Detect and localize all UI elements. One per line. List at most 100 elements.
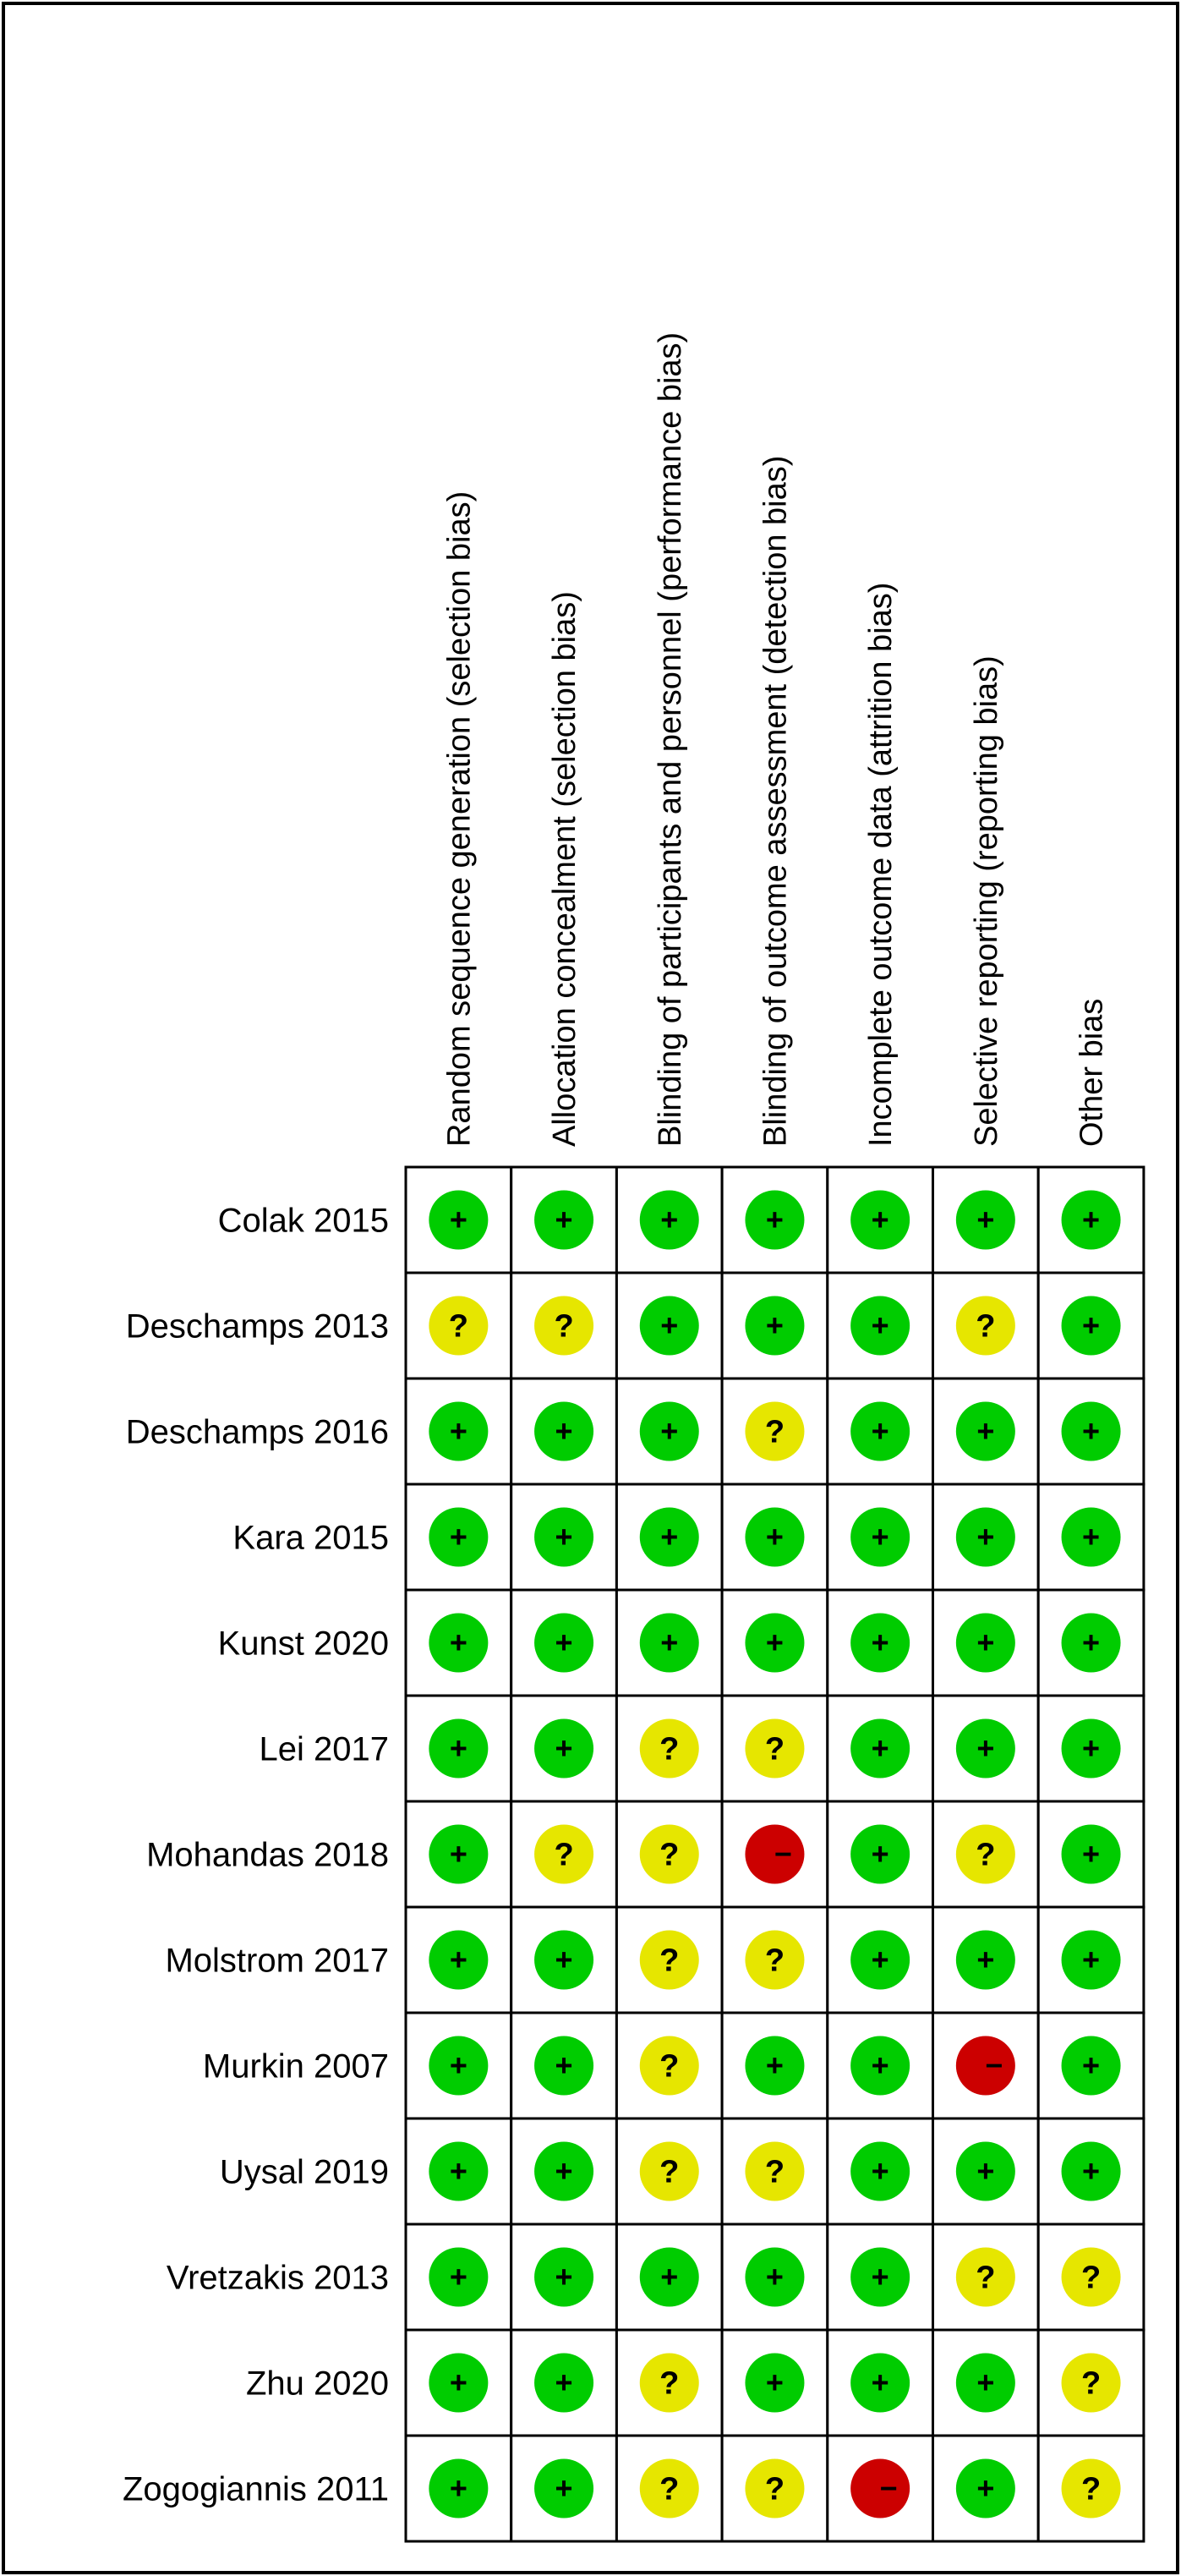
judgement-unclear-symbol: ? [765,1732,785,1768]
domain-label: Random sequence generation (selection bi… [441,491,477,1147]
judgement-unclear-symbol: ? [659,2366,679,2402]
grid-cell [1036,1800,1145,1909]
judgement-low-symbol: + [872,1520,889,1554]
judgement-unclear-symbol: ? [765,2155,785,2190]
study-label: Vretzakis 2013 [167,2260,389,2297]
judgement-low-symbol: + [872,1837,889,1872]
judgement-low-marker [745,2247,805,2307]
judgement-low-symbol: + [1082,1837,1100,1872]
judgement-low-marker [1061,1613,1121,1673]
judgement-high-marker [955,2036,1015,2096]
grid-cell [510,1800,618,1909]
judgement-low-symbol: + [1082,2048,1100,2083]
judgement-low-marker [955,1507,1015,1567]
judgement-unclear-symbol: ? [659,2155,679,2190]
judgement-low-marker [429,1930,489,1990]
grid-cell [932,1694,1040,1803]
judgement-low-marker [639,1296,699,1356]
study-labels: Colak 2015 Deschamps 2013 Deschamps 2016 Ka… [123,1203,389,2508]
judgement-low-symbol: + [555,2154,573,2189]
judgement-unclear-symbol: ? [765,1415,785,1450]
judgement-low-symbol: + [766,2260,784,2294]
judgement-low-symbol: + [1082,1203,1100,1237]
judgement-unclear-symbol: ? [976,2261,995,2296]
judgement-low-symbol: + [766,1520,784,1554]
judgement-unclear-marker [639,1930,699,1990]
judgement-low-symbol: + [766,2365,784,2400]
judgement-low-symbol: + [1082,2154,1100,2189]
judgement-high-symbol: − [774,1837,792,1872]
judgement-low-symbol: + [450,2048,467,2083]
judgement-low-symbol: + [976,1414,994,1449]
judgement-low-marker [850,1824,910,1884]
judgement-low-symbol: + [450,1837,467,1872]
study-label: Kunst 2020 [218,1625,389,1663]
judgement-low-marker [850,1930,910,1990]
judgement-low-marker [955,1401,1015,1461]
judgement-unclear-marker [745,2458,805,2518]
judgement-unclear-marker [955,1824,1015,1884]
judgement-low-marker [534,1190,594,1250]
judgement-low-marker [850,2353,910,2413]
judgement-unclear-symbol: ? [1081,2261,1101,2296]
judgement-low-marker [429,2353,489,2413]
judgement-low-symbol: + [1082,1731,1100,1766]
judgement-low-symbol: + [872,1731,889,1766]
judgement-low-symbol: + [872,1308,889,1343]
judgement-low-marker [745,1296,805,1356]
judgement-low-symbol: + [450,2365,467,2400]
judgement-low-symbol: + [660,1520,678,1554]
study-label: Deschamps 2016 [126,1414,389,1451]
domain-label: Blinding of participants and personnel (… [653,332,688,1147]
judgement-low-marker [639,1507,699,1567]
domain-label: Allocation concealment (selection bias) [547,591,582,1147]
judgement-low-marker [429,1190,489,1250]
grid-cell [404,1271,513,1380]
judgement-low-symbol: + [976,2365,994,2400]
judgement-low-symbol: + [450,2471,467,2506]
domain-label: Other bias [1074,999,1110,1147]
judgement-low-marker [429,1507,489,1567]
judgement-low-marker [429,2247,489,2307]
judgement-low-marker [850,1190,910,1250]
judgement-low-symbol: + [555,2365,573,2400]
judgement-low-symbol: + [555,2260,573,2294]
judgement-low-symbol: + [555,1203,573,1237]
judgement-low-marker [639,2247,699,2307]
judgement-unclear-symbol: ? [765,1943,785,1979]
judgement-low-symbol: + [660,1414,678,1449]
judgement-low-symbol: + [976,2154,994,2189]
judgement-high-marker [745,1824,805,1884]
judgement-low-marker [955,2458,1015,2518]
judgement-unclear-symbol: ? [1081,2366,1101,2402]
judgement-unclear-symbol: ? [554,1309,573,1345]
judgement-low-symbol: + [1082,1520,1100,1554]
judgement-unclear-marker [745,1930,805,1990]
judgement-low-symbol: + [660,1308,678,1343]
judgement-unclear-marker [955,1296,1015,1356]
judgement-low-symbol: + [766,1625,784,1660]
study-label: Lei 2017 [260,1731,389,1768]
judgement-low-marker [955,1718,1015,1779]
judgement-low-symbol: + [450,1203,467,1237]
judgement-low-marker [745,2353,805,2413]
judgement-low-symbol: + [555,2471,573,2506]
judgement-low-marker [429,2458,489,2518]
judgement-low-symbol: + [1082,1414,1100,1449]
judgement-low-marker [850,1718,910,1779]
judgement-low-symbol: + [766,1203,784,1237]
judgement-low-symbol: + [450,2260,467,2294]
judgement-low-marker [850,1613,910,1673]
judgement-unclear-marker [955,2247,1015,2307]
judgement-low-symbol: + [450,2154,467,2189]
judgement-unclear-symbol: ? [1081,2472,1101,2507]
judgement-low-symbol: + [976,1203,994,1237]
judgement-low-marker [639,1613,699,1673]
judgement-low-marker [429,2141,489,2201]
judgement-low-marker [1061,2036,1121,2096]
judgement-low-marker [955,1930,1015,1990]
study-label: Zogogiannis 2011 [123,2471,389,2508]
judgement-low-symbol: + [555,1943,573,1977]
